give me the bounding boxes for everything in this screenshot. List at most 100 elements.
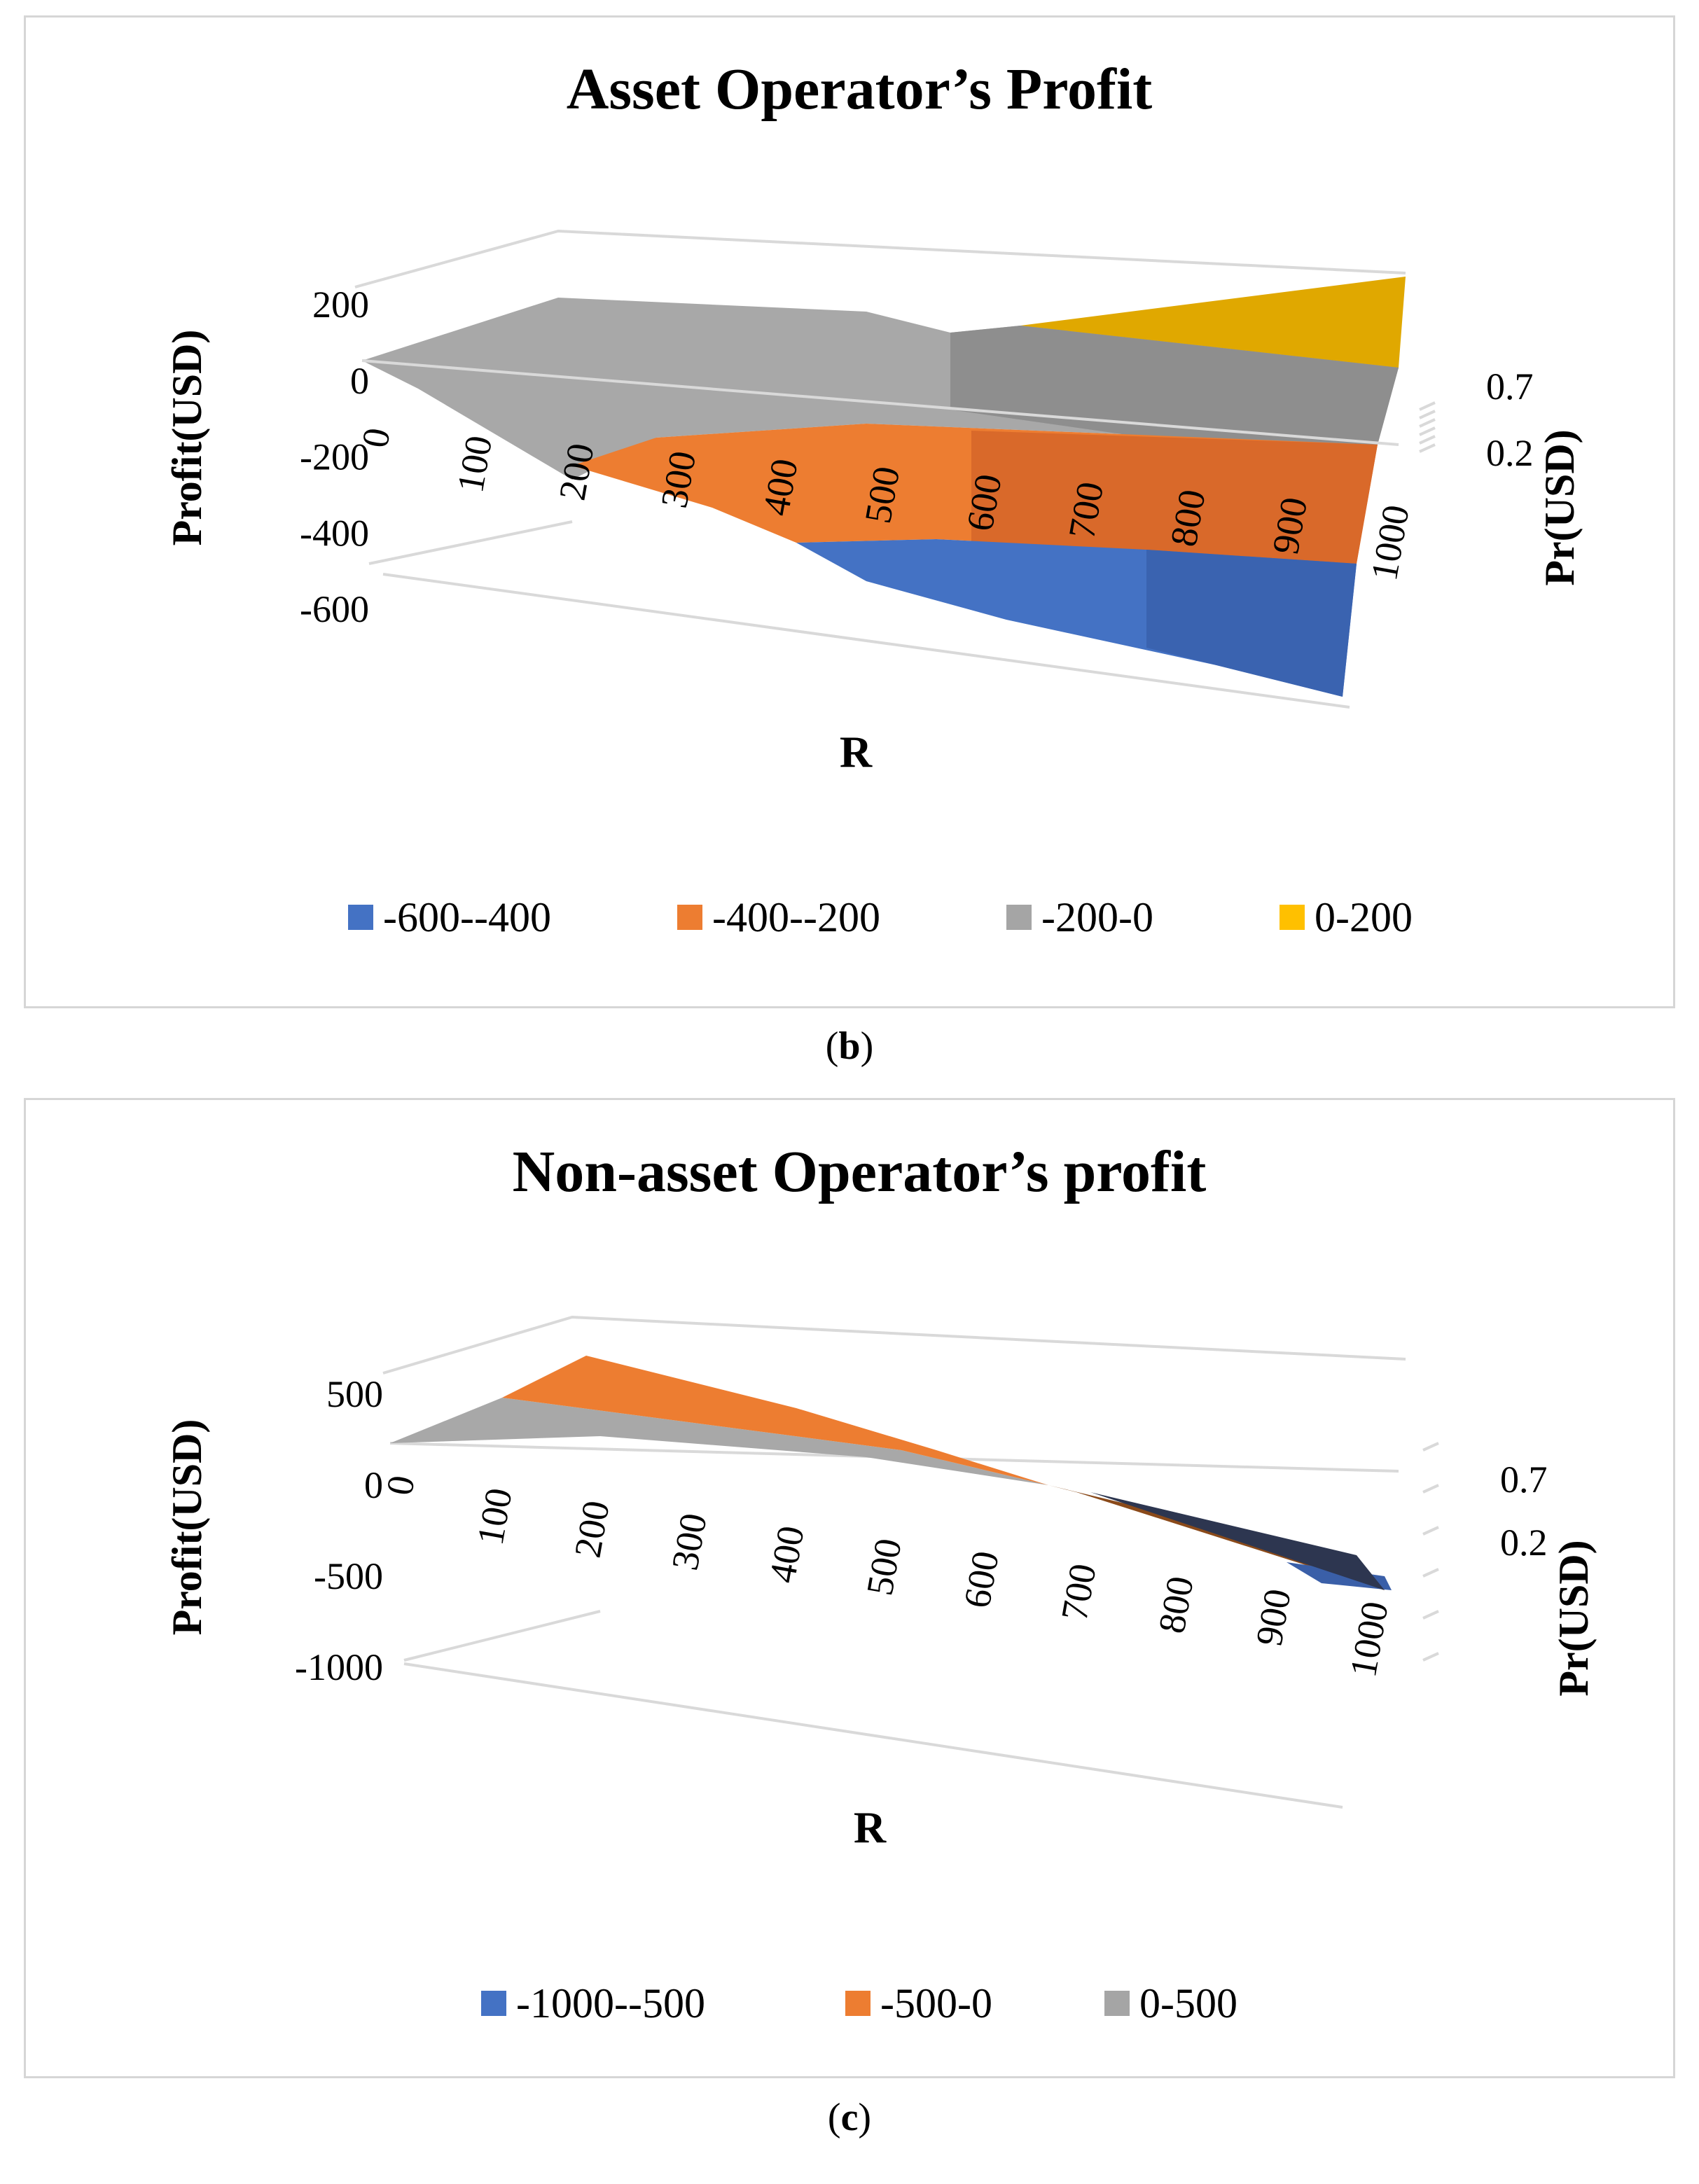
x-axis-label: R bbox=[840, 727, 873, 777]
y-tick-label: 0 bbox=[364, 1464, 383, 1506]
legend-label: 0-200 bbox=[1315, 894, 1413, 940]
floor-front-edge bbox=[403, 1662, 1343, 1809]
legend-label: -1000--500 bbox=[516, 1980, 705, 2026]
z-tick-label: 0.2 bbox=[1500, 1522, 1548, 1564]
y-tick-labels: 200 0 -200 -400 -600 bbox=[300, 284, 369, 630]
z-tick-mark bbox=[1419, 401, 1436, 411]
z-tick-mark bbox=[1422, 1652, 1439, 1662]
floor-front-edge bbox=[382, 573, 1350, 709]
x-tick-label: 500 bbox=[859, 1536, 910, 1599]
x-tick-labels: 0 100 200 300 400 500 600 700 800 900 1000 bbox=[378, 1473, 1396, 1681]
legend-swatch bbox=[1280, 905, 1305, 930]
x-tick-label: 1000 bbox=[1363, 502, 1417, 584]
y-tick-label: -500 bbox=[314, 1555, 383, 1597]
x-tick-label: 100 bbox=[449, 433, 500, 496]
legend-swatch bbox=[677, 905, 702, 930]
legend-swatch bbox=[845, 1991, 871, 2016]
z-tick-label: 0.7 bbox=[1500, 1459, 1548, 1501]
x-tick-label: 400 bbox=[761, 1523, 812, 1586]
chart-panel-non-asset-operator: Non-asset Operator’s profit 0 100 200 300 40… bbox=[24, 1098, 1675, 2078]
legend-swatch bbox=[1104, 1991, 1130, 2016]
z-tick-mark bbox=[1419, 435, 1436, 445]
x-tick-label: 600 bbox=[959, 471, 1010, 534]
z-tick-mark bbox=[1422, 1526, 1439, 1536]
floor-back-edge bbox=[368, 520, 573, 565]
z-tick-mark bbox=[1419, 426, 1436, 436]
floor-back-edge bbox=[403, 1610, 601, 1662]
y-tick-label: -200 bbox=[300, 436, 369, 478]
caption-open-paren: ( bbox=[825, 1024, 839, 1068]
legend-label: -600--400 bbox=[383, 894, 551, 940]
legend-swatch bbox=[348, 905, 373, 930]
x-tick-label: 1000 bbox=[1342, 1599, 1396, 1681]
caption-open-paren: ( bbox=[827, 2096, 841, 2139]
y-tick-label: 500 bbox=[326, 1373, 383, 1415]
legend-label: -500-0 bbox=[880, 1980, 992, 2026]
z-tick-labels: 0.7 0.2 bbox=[1419, 366, 1534, 474]
x-tick-label: 200 bbox=[551, 440, 602, 503]
surface-region-0-500 bbox=[390, 1398, 1048, 1485]
caption-letter: b bbox=[838, 1024, 861, 1068]
legend-swatch bbox=[481, 1991, 506, 2016]
y-tick-labels: 500 0 -500 -1000 bbox=[295, 1373, 383, 1688]
surface-region-neg500-0 bbox=[502, 1356, 1048, 1485]
chart-title: Asset Operator’s Profit bbox=[567, 57, 1153, 122]
x-tick-label: 300 bbox=[664, 1510, 715, 1573]
z-axis-label: Pr(USD) bbox=[1551, 1540, 1597, 1696]
floor-gridlines bbox=[368, 520, 1350, 709]
z-tick-mark bbox=[1422, 1484, 1439, 1494]
surface-plot bbox=[361, 277, 1406, 697]
x-tick-labels: 0 100 200 300 400 500 600 700 800 900 1000 bbox=[354, 425, 1417, 584]
caption-letter: c bbox=[840, 2096, 859, 2139]
x-tick-label: 400 bbox=[755, 456, 806, 519]
x-tick-label: 700 bbox=[1053, 1561, 1104, 1624]
x-axis-label: R bbox=[854, 1802, 887, 1852]
z-tick-mark bbox=[1419, 443, 1436, 453]
caption-close-paren: ) bbox=[858, 2096, 872, 2139]
x-tick-label: 0 bbox=[378, 1473, 423, 1498]
z-tick-label: 0.7 bbox=[1486, 366, 1534, 408]
surface-region-dark-edge bbox=[1090, 1492, 1385, 1590]
surface-region-neg400-neg200-shade bbox=[971, 431, 1378, 564]
z-axis-label: Pr(USD) bbox=[1537, 429, 1583, 585]
surface-region-neg600-neg400-shade bbox=[1146, 550, 1357, 697]
y-tick-label: -400 bbox=[300, 512, 369, 554]
x-tick-label: 600 bbox=[956, 1548, 1007, 1611]
surface-region-neg200-0-shade bbox=[950, 326, 1399, 445]
x-tick-label: 500 bbox=[857, 464, 908, 527]
x-tick-label: 900 bbox=[1248, 1586, 1299, 1649]
panel-caption-b: (b) bbox=[0, 1024, 1699, 1069]
z-tick-mark bbox=[1422, 1442, 1439, 1452]
gridline-500 bbox=[382, 1315, 1406, 1375]
legend-label: 0-500 bbox=[1139, 1980, 1237, 2026]
y-axis-label: Profit(USD) bbox=[164, 1419, 210, 1636]
z-tick-mark bbox=[1422, 1568, 1439, 1578]
legend: -600--400 -400--200 -200-0 0-200 bbox=[348, 894, 1413, 940]
y-axis-label: Profit(USD) bbox=[164, 330, 210, 546]
panel-caption-c: (c) bbox=[0, 2095, 1699, 2140]
z-tick-mark bbox=[1422, 1610, 1439, 1620]
z-tick-label: 0.2 bbox=[1486, 432, 1534, 474]
z-tick-mark bbox=[1419, 418, 1436, 428]
gridline-200 bbox=[354, 229, 1406, 288]
caption-close-paren: ) bbox=[860, 1024, 874, 1068]
x-tick-label: 900 bbox=[1264, 494, 1315, 557]
front-axis-line bbox=[361, 359, 1399, 446]
x-tick-label: 200 bbox=[567, 1498, 618, 1561]
x-tick-label: 300 bbox=[653, 448, 704, 511]
chart-title: Non-asset Operator’s profit bbox=[513, 1139, 1207, 1204]
legend-swatch bbox=[1006, 905, 1032, 930]
y-tick-label: -1000 bbox=[295, 1646, 383, 1688]
legend-label: -400--200 bbox=[712, 894, 880, 940]
asset-operator-chart-svg: Asset Operator’s Profit 0 100 200 300 400 500… bbox=[164, 57, 1583, 940]
z-tick-mark bbox=[1419, 410, 1436, 419]
x-tick-label: 800 bbox=[1151, 1573, 1202, 1636]
chart-panel-asset-operator: Asset Operator’s Profit 0 100 200 300 400 500… bbox=[24, 15, 1675, 1008]
x-tick-label: 100 bbox=[469, 1485, 520, 1548]
legend: -1000--500 -500-0 0-500 bbox=[481, 1980, 1237, 2026]
z-tick-labels: 0.7 0.2 bbox=[1422, 1442, 1548, 1662]
non-asset-operator-chart-svg: Non-asset Operator’s profit 0 100 200 300 40… bbox=[164, 1139, 1597, 2026]
legend-label: -200-0 bbox=[1041, 894, 1153, 940]
y-tick-label: 0 bbox=[350, 360, 369, 402]
y-tick-label: 200 bbox=[312, 284, 369, 326]
